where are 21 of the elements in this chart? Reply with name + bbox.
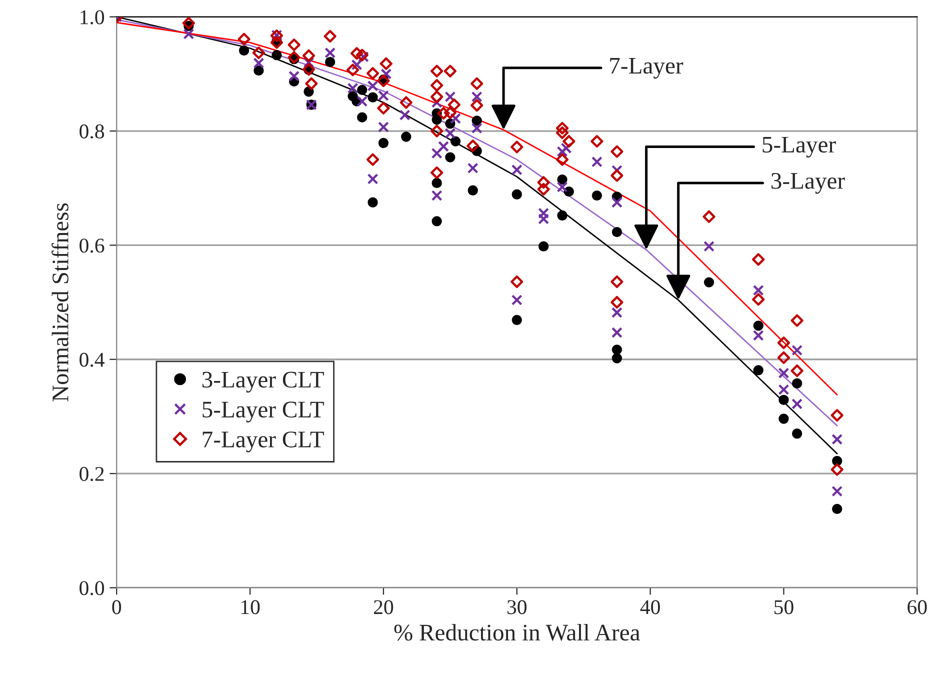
- annotation: 3-Layer: [772, 173, 845, 194]
- y-tick-label: 0.0: [80, 581, 104, 596]
- x-tick-label: 20: [374, 600, 394, 614]
- y-tick-label: 0.2: [80, 466, 104, 482]
- x-tick-label: 10: [241, 600, 260, 614]
- y-tick-label: 0.8: [80, 124, 104, 139]
- x-tick-label: 0: [112, 600, 122, 614]
- y-tick-label: 0.4: [80, 352, 104, 367]
- x-tick-label: 50: [774, 600, 794, 614]
- x-tick-label: 30: [507, 600, 527, 614]
- legend-label: 3-Layer CLT: [202, 372, 324, 393]
- y-tick-label: 1.0: [80, 10, 104, 24]
- annotation: 5-Layer: [762, 136, 836, 158]
- legend-label: 7-Layer CLT: [202, 432, 324, 452]
- y-tick-label: 0.6: [80, 238, 104, 253]
- x-tick-label: 40: [640, 600, 660, 614]
- x-tick-label: 60: [908, 600, 927, 614]
- x-axis-title: % Reduction in Wall Area: [394, 624, 640, 641]
- legend-label: 5-Layer CLT: [202, 402, 324, 422]
- y-axis-title: Normalized Stiffness: [52, 203, 68, 402]
- annotation: 7-Layer: [610, 58, 684, 79]
